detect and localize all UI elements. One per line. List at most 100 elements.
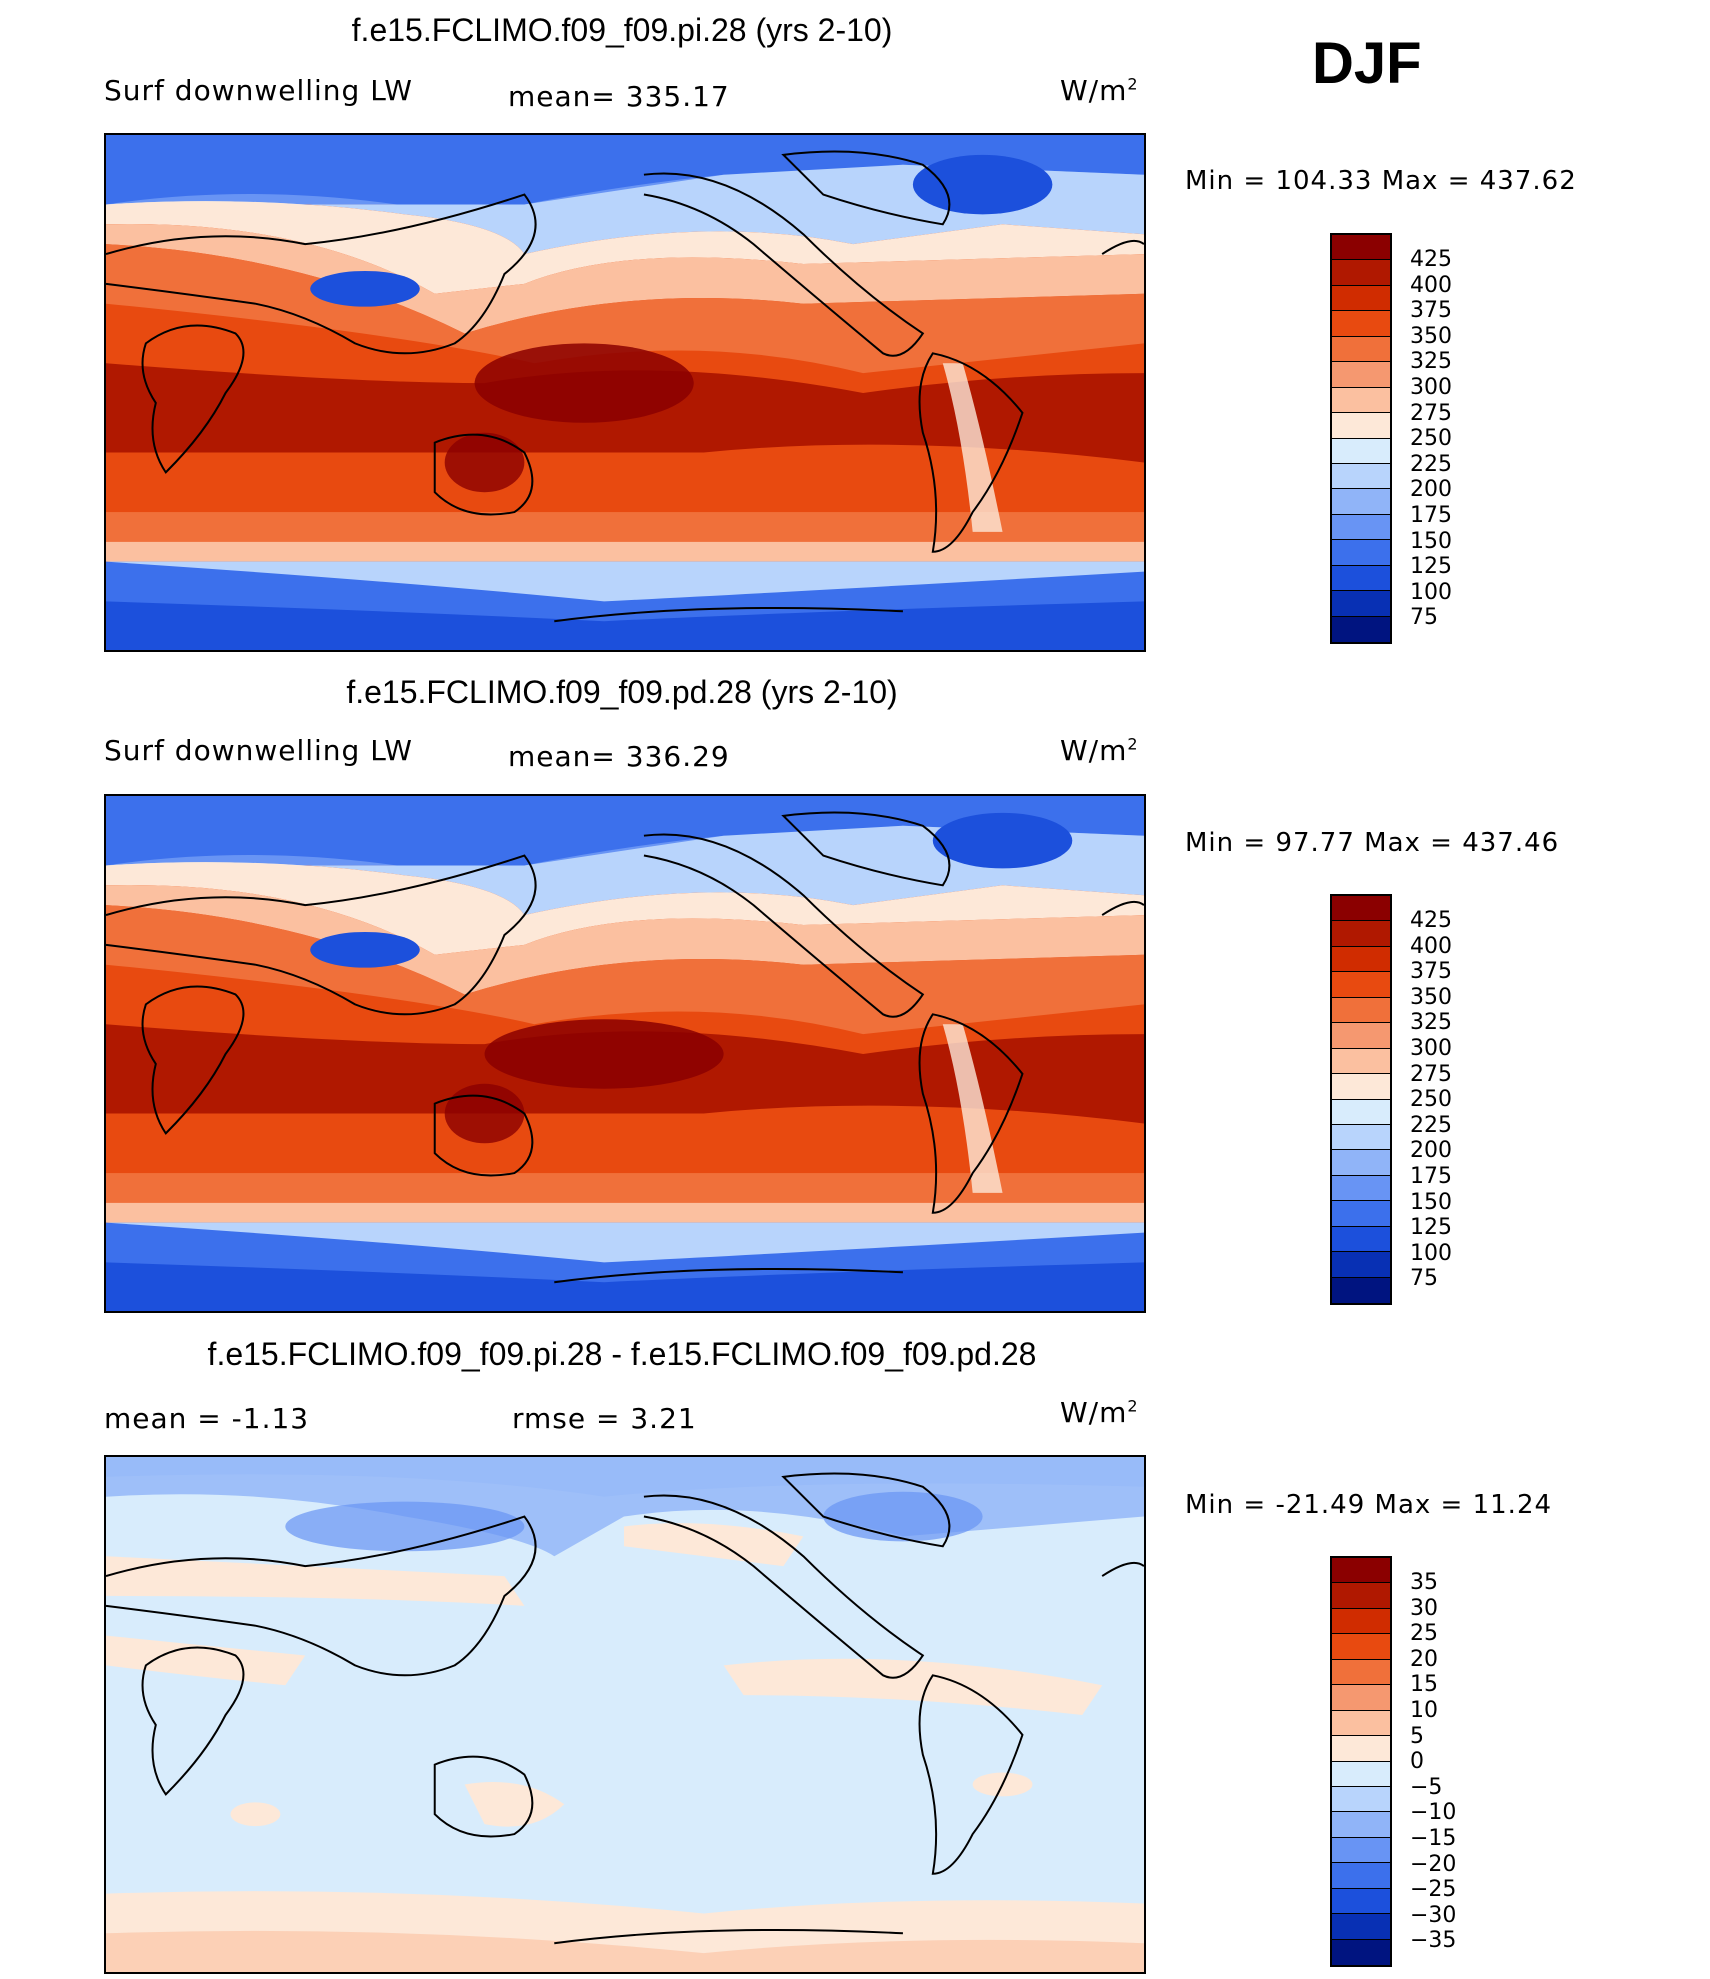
colorbar-label: 400 (1410, 933, 1452, 959)
colorbar-swatch (1332, 896, 1390, 922)
colorbar-label: 175 (1410, 1163, 1452, 1189)
colorbar-label: 375 (1410, 298, 1452, 324)
colorbar-swatch (1332, 972, 1390, 998)
colorbar-label: 325 (1410, 349, 1452, 375)
colorbar-label: 75 (1410, 605, 1438, 631)
colorbar-swatch (1332, 1863, 1390, 1889)
colorbar-swatch (1332, 285, 1390, 312)
colorbar-swatch (1332, 1558, 1390, 1584)
colorbar-label: 125 (1410, 1215, 1452, 1241)
panel3-title: f.e15.FCLIMO.f09_f09.pi.28 - f.e15.FCLIM… (207, 1336, 1037, 1372)
panel3-min-max: Min = -21.49 Max = 11.24 (1185, 1490, 1553, 1520)
colorbar-label: 250 (1410, 426, 1452, 452)
colorbar-swatch (1332, 1812, 1390, 1838)
colorbar-label: 350 (1410, 323, 1452, 349)
colorbar-label: 10 (1410, 1697, 1438, 1723)
colorbar-label: 20 (1410, 1646, 1438, 1672)
panel3-units: W/m2 (1060, 1396, 1139, 1429)
colorbar-label: 75 (1410, 1266, 1438, 1292)
colorbar-label: −25 (1410, 1877, 1457, 1903)
colorbar-swatch (1332, 1277, 1390, 1303)
colorbar-swatch (1332, 565, 1390, 592)
colorbar-swatch (1332, 1175, 1390, 1202)
colorbar-label: 400 (1410, 272, 1452, 298)
colorbar-swatch (1332, 1710, 1390, 1737)
colorbar-swatch (1332, 1685, 1390, 1711)
colorbar-swatch (1332, 336, 1390, 363)
colorbar-swatch (1332, 1761, 1390, 1787)
colorbar-label: −10 (1410, 1800, 1457, 1826)
colorbar-label: 250 (1410, 1087, 1452, 1113)
colorbar-swatch (1332, 489, 1390, 515)
panel3-mean: mean = -1.13 (104, 1402, 310, 1435)
colorbar-swatch (1332, 362, 1390, 388)
colorbar-label: 225 (1410, 1112, 1452, 1138)
colorbar-swatch (1332, 1914, 1390, 1940)
panel3-rmse: rmse = 3.21 (512, 1402, 697, 1435)
colorbar-swatch (1332, 514, 1390, 541)
colorbar-swatch (1332, 1074, 1390, 1100)
colorbar-label: 5 (1410, 1723, 1424, 1749)
panel1-min-max: Min = 104.33 Max = 437.62 (1185, 166, 1577, 196)
colorbar-label: 100 (1410, 579, 1452, 605)
colorbar-label: −35 (1410, 1928, 1457, 1954)
colorbar-label: 425 (1410, 908, 1452, 933)
colorbar-label: 15 (1410, 1672, 1438, 1698)
panel1-variable: Surf downwelling LW (104, 74, 413, 107)
colorbar-swatch (1332, 1736, 1390, 1762)
colorbar-swatch (1332, 540, 1390, 566)
colorbar-swatch (1332, 463, 1390, 490)
colorbar-label: 350 (1410, 984, 1452, 1010)
colorbar-label: 200 (1410, 477, 1452, 503)
colorbar-swatch (1332, 1888, 1390, 1915)
panel2-title: f.e15.FCLIMO.f09_f09.pd.28 (yrs 2-10) (346, 674, 898, 710)
colorbar-swatch (1332, 1023, 1390, 1049)
colorbar-label: 100 (1410, 1240, 1452, 1266)
colorbar-label: 150 (1410, 528, 1452, 554)
panel1-mean: mean= 335.17 (508, 80, 730, 113)
panel2-map (104, 794, 1146, 1313)
season-label: DJF (1312, 31, 1422, 96)
colorbar-swatch (1332, 1634, 1390, 1660)
colorbar-label: 175 (1410, 502, 1452, 528)
panel1-contour-field (106, 135, 1144, 650)
colorbar-swatch (1332, 260, 1390, 286)
colorbar-swatch (1332, 1659, 1390, 1686)
colorbar-swatch (1332, 946, 1390, 973)
colorbar-swatch (1332, 1099, 1390, 1125)
colorbar-swatch (1332, 1583, 1390, 1609)
panel1-title: f.e15.FCLIMO.f09_f09.pi.28 (yrs 2-10) (351, 12, 893, 48)
colorbar-label: −15 (1410, 1825, 1457, 1851)
colorbar-label: 375 (1410, 959, 1452, 985)
panel1-units: W/m2 (1060, 74, 1139, 107)
colorbar-swatch (1332, 387, 1390, 414)
colorbar-swatch (1332, 1608, 1390, 1635)
colorbar-swatch (1332, 1048, 1390, 1075)
colorbar-swatch (1332, 1252, 1390, 1278)
colorbar-swatch (1332, 921, 1390, 947)
colorbar-swatch (1332, 1201, 1390, 1227)
panel2-colorbar-labels: 425 400 375 350 325 300 275 250 225 200 175 150 125 1… (1410, 908, 1452, 1292)
colorbar-label: −30 (1410, 1902, 1457, 1928)
panel2-min-max: Min = 97.77 Max = 437.46 (1185, 828, 1560, 858)
panel2-variable: Surf downwelling LW (104, 734, 413, 767)
panel1-map (104, 133, 1146, 652)
colorbar-swatch (1332, 1837, 1390, 1864)
panel3-map (104, 1455, 1146, 1974)
colorbar-swatch (1332, 1124, 1390, 1151)
colorbar-label: −20 (1410, 1851, 1457, 1877)
colorbar-label: 275 (1410, 400, 1452, 426)
panel2-mean: mean= 336.29 (508, 740, 730, 773)
colorbar-label: 150 (1410, 1189, 1452, 1215)
colorbar-label: 225 (1410, 451, 1452, 477)
colorbar-label: 125 (1410, 554, 1452, 580)
panel3-colorbar-labels: 35 30 25 20 15 10 5 0 −5 −10 −15 −20 −25 −30 −35 (1410, 1570, 1456, 1954)
colorbar-swatch (1332, 616, 1390, 642)
panel2-colorbar (1330, 894, 1392, 1305)
colorbar-swatch (1332, 438, 1390, 464)
colorbar-label: 25 (1410, 1621, 1438, 1647)
colorbar-label: 425 (1410, 247, 1452, 272)
colorbar-label: 0 (1410, 1749, 1424, 1775)
colorbar-label: 35 (1410, 1570, 1438, 1595)
colorbar-swatch (1332, 1939, 1390, 1965)
